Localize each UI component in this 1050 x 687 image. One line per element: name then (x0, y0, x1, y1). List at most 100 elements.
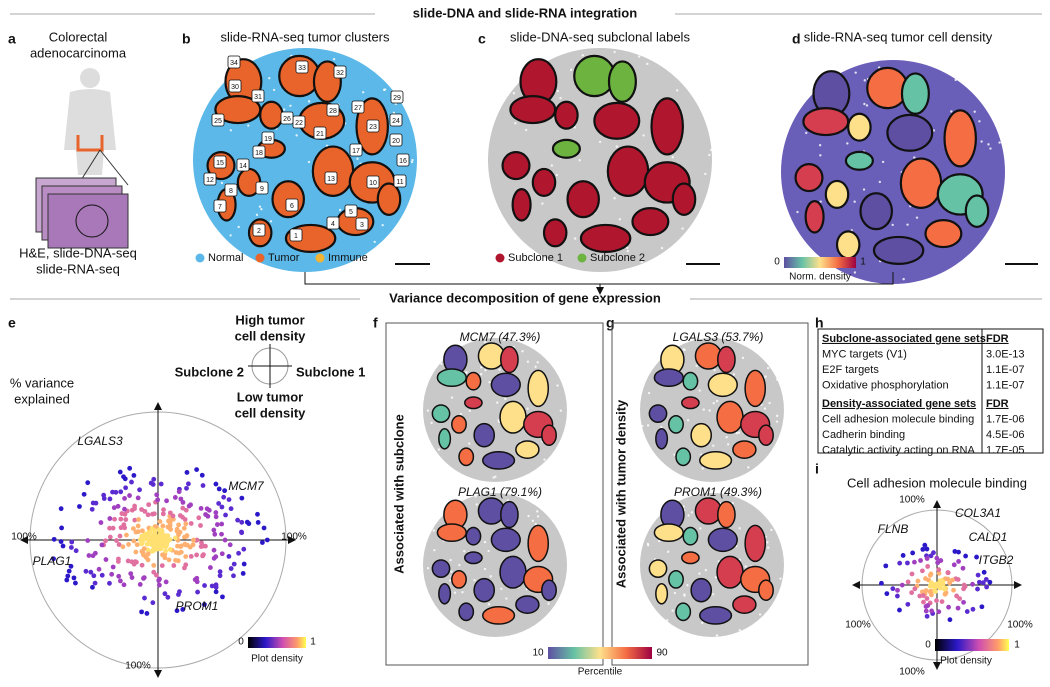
spot (338, 208, 342, 212)
scatter-dot (107, 516, 113, 521)
scatter-dot (115, 503, 121, 509)
cluster-tag (224, 183, 238, 197)
scatter-dot (159, 563, 165, 568)
scatter-dot (165, 594, 171, 600)
spot (764, 375, 767, 378)
scatter-dot (126, 542, 131, 547)
cluster-label: 4 (331, 221, 335, 228)
spot (573, 237, 577, 240)
side-label: Associated with subclone (391, 414, 406, 574)
legend-label: Immune (328, 252, 368, 264)
spot (411, 158, 414, 162)
spot (618, 218, 622, 221)
cluster-label: 23 (369, 124, 377, 131)
spot (637, 55, 641, 58)
spot (732, 373, 736, 376)
cluster-label: 17 (352, 148, 360, 155)
tumor-region (690, 422, 713, 448)
cluster-label: 21 (316, 131, 324, 138)
panel-text: adenocarcinoma (30, 45, 127, 60)
scatter-dot (149, 526, 155, 532)
spot (735, 431, 738, 435)
panel-label: g (606, 315, 615, 331)
tumor-region (653, 523, 684, 542)
axis-label: 100% (281, 532, 307, 543)
spot (220, 181, 224, 185)
compass-label: Low tumor (237, 389, 303, 404)
scatter-dot (255, 520, 261, 525)
scatter-dot (122, 496, 127, 501)
spot (666, 550, 670, 553)
spot (725, 436, 728, 439)
spot (484, 368, 487, 372)
spot (496, 401, 499, 404)
table-cell: Cell adhesion molecule binding (822, 413, 974, 425)
scatter-dot (68, 563, 74, 569)
scatter-dot (227, 542, 233, 548)
legend-label: Subclone 2 (590, 252, 645, 264)
spot (450, 396, 454, 399)
spot (646, 424, 650, 427)
tumor-region (859, 192, 893, 231)
scatter-dot (132, 503, 138, 509)
spot (642, 134, 645, 137)
table-header: FDR (986, 398, 1009, 410)
scatter-dot (180, 499, 186, 505)
tumor-region (804, 200, 825, 234)
scatter-dot (107, 496, 113, 502)
spot (459, 412, 463, 416)
scatter-dot (220, 594, 225, 600)
scatter-dot (198, 505, 204, 511)
spot (711, 593, 715, 596)
scatter-dot (167, 547, 173, 552)
scatter-dot (86, 553, 92, 558)
cluster-tag (227, 55, 241, 69)
scatter-dot (945, 570, 951, 575)
scatter-dot (146, 529, 152, 535)
scatter-dot (83, 568, 89, 574)
panel-label: i (815, 461, 819, 477)
tumor-region (542, 218, 568, 248)
scatter-dot (207, 565, 213, 570)
cluster-tag (255, 181, 269, 195)
tumor-region (464, 396, 483, 410)
scatter-dot (932, 588, 938, 594)
scatter-dot (955, 605, 961, 611)
cluster-label: 8 (229, 188, 233, 195)
scatter-dot (897, 607, 902, 613)
spot (536, 361, 539, 364)
scatter-dot (241, 546, 247, 552)
scatter-dot (195, 589, 200, 595)
scatter-dot (96, 566, 102, 572)
colorbar-label: 0 (238, 637, 244, 648)
scatter-dot (51, 556, 56, 562)
spot (487, 603, 491, 606)
scatter-dot (69, 539, 75, 545)
scatter-dot (956, 549, 961, 555)
spot (437, 448, 441, 451)
scatter-dot (110, 564, 116, 570)
cluster-tag (355, 217, 369, 231)
spot (527, 514, 530, 518)
scatter-dot (184, 533, 190, 538)
scatter-dot (176, 522, 181, 528)
spot (599, 254, 603, 257)
scatter-dot (975, 586, 980, 592)
scatter-dot (929, 592, 934, 598)
table-cell: 1.7E-05 (986, 444, 1025, 456)
spot (770, 528, 773, 532)
cluster-tag (333, 65, 347, 79)
scatter-dot (113, 489, 119, 495)
axis-label: 100% (845, 620, 871, 631)
tumor-region (758, 579, 774, 602)
spot (534, 365, 537, 368)
tumor-region (668, 415, 684, 434)
spot (704, 568, 708, 572)
scatter-dot (154, 492, 160, 498)
spot (247, 124, 250, 127)
spot (489, 575, 492, 578)
cluster-label: 1 (294, 233, 298, 240)
spot (714, 576, 718, 579)
spot (569, 68, 573, 72)
colorbar-label: 90 (656, 648, 668, 659)
